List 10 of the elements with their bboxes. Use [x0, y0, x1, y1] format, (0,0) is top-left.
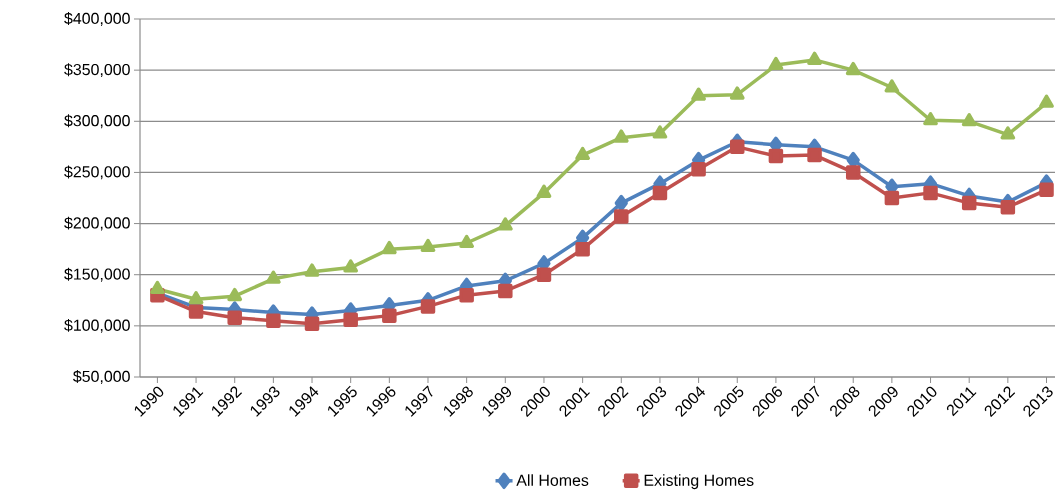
- legend-label: Existing Homes: [644, 474, 754, 490]
- y-tick-label: $100,000: [64, 318, 130, 333]
- y-tick-label: $250,000: [64, 165, 130, 180]
- legend-label: All Homes: [516, 474, 589, 486]
- y-tick-label: $200,000: [64, 216, 130, 231]
- y-tick-label: $400,000: [64, 12, 130, 26]
- y-tick-label: $150,000: [64, 267, 130, 282]
- y-tick-label: $300,000: [64, 114, 130, 129]
- y-tick-label: $50,000: [73, 370, 130, 384]
- y-tick-label: $350,000: [64, 63, 130, 78]
